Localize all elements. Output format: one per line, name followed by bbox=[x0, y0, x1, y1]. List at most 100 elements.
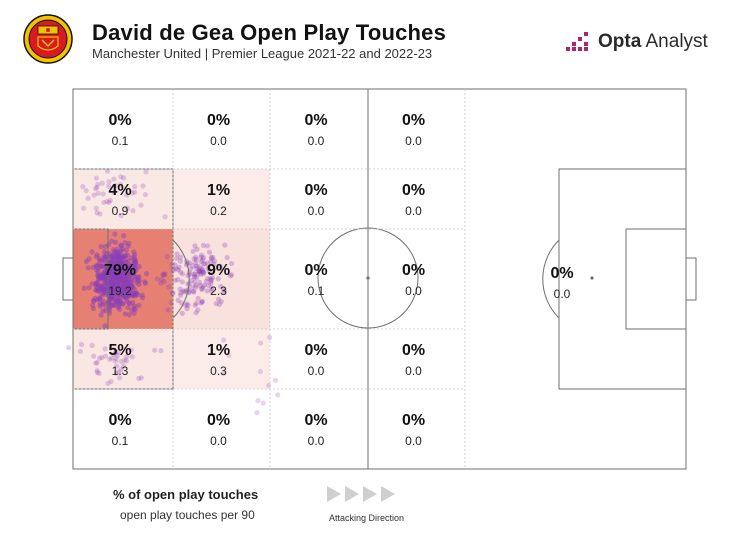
touch-dot bbox=[121, 253, 128, 259]
touch-dot bbox=[112, 296, 118, 302]
touch-dot bbox=[117, 291, 123, 297]
touch-dot bbox=[99, 282, 105, 288]
touch-dot bbox=[187, 272, 193, 278]
touch-dot bbox=[102, 289, 108, 295]
touch-dot bbox=[210, 254, 216, 261]
touch-dot bbox=[109, 281, 116, 287]
touch-dot bbox=[111, 275, 117, 281]
touch-dot bbox=[109, 253, 115, 259]
touch-dot bbox=[93, 283, 100, 289]
touch-dot bbox=[121, 292, 127, 298]
touch-dot bbox=[97, 355, 103, 361]
touch-dot bbox=[201, 269, 207, 275]
touch-dot bbox=[110, 255, 116, 261]
touch-dot bbox=[174, 255, 180, 261]
zone-percent-label: 0% bbox=[304, 412, 327, 429]
touch-dot bbox=[132, 306, 138, 313]
touch-dot bbox=[131, 252, 138, 258]
touch-dot bbox=[125, 283, 131, 289]
touch-dot bbox=[123, 259, 130, 265]
touch-dot bbox=[260, 400, 266, 406]
touch-dot bbox=[129, 292, 136, 299]
touch-dot bbox=[85, 265, 91, 271]
touch-dot bbox=[107, 265, 114, 271]
touch-dot bbox=[115, 349, 121, 355]
touch-dot bbox=[116, 263, 123, 269]
touch-dot bbox=[196, 268, 203, 274]
touch-dot bbox=[96, 288, 102, 295]
touch-dot bbox=[126, 290, 133, 296]
touch-dot bbox=[131, 266, 137, 272]
touch-dot bbox=[113, 287, 120, 293]
touch-dot bbox=[115, 253, 122, 259]
zone-per90-label: 0.2 bbox=[210, 204, 227, 218]
touch-dot bbox=[111, 282, 118, 288]
touch-dot bbox=[111, 281, 117, 288]
touch-dot bbox=[94, 367, 100, 374]
touch-dot bbox=[114, 249, 120, 255]
touch-dot bbox=[130, 208, 136, 214]
touch-dot bbox=[101, 199, 107, 206]
touch-dot bbox=[114, 282, 121, 288]
touch-dot bbox=[110, 279, 116, 285]
touch-dot bbox=[218, 283, 224, 290]
touch-dot bbox=[94, 369, 100, 376]
touch-dot bbox=[198, 254, 204, 260]
touch-dot bbox=[194, 246, 200, 252]
touch-dot bbox=[140, 183, 146, 189]
touch-dot bbox=[184, 301, 190, 307]
zone-per90-label: 0.0 bbox=[308, 204, 325, 218]
touch-dot bbox=[94, 267, 100, 273]
touch-dot bbox=[123, 358, 129, 364]
touch-dot bbox=[130, 284, 136, 291]
touch-dot bbox=[124, 284, 130, 290]
touch-dot bbox=[120, 363, 127, 369]
manchester-united-crest-icon bbox=[23, 14, 73, 64]
attacking-direction-arrows bbox=[327, 486, 395, 502]
touch-dot bbox=[124, 298, 130, 304]
touch-dot bbox=[112, 267, 119, 273]
touch-dot bbox=[119, 280, 125, 286]
touch-dot bbox=[100, 274, 106, 280]
touch-dot bbox=[158, 280, 164, 286]
touch-dot bbox=[103, 253, 109, 260]
touch-dot bbox=[200, 261, 206, 267]
zone-percent-label: 0% bbox=[550, 265, 573, 282]
touch-dot bbox=[129, 190, 135, 196]
touch-dot bbox=[118, 260, 124, 266]
touch-dot bbox=[200, 242, 207, 248]
touch-dot bbox=[111, 268, 117, 274]
zone-per90-label: 0.0 bbox=[308, 134, 325, 148]
touch-dot bbox=[129, 264, 136, 270]
touch-dot bbox=[95, 190, 101, 197]
touch-dot bbox=[89, 281, 95, 287]
touch-dot bbox=[200, 269, 206, 275]
touch-dot bbox=[117, 266, 123, 272]
touch-dot bbox=[127, 288, 133, 294]
zone-percent-label: 0% bbox=[402, 342, 425, 359]
touch-dot bbox=[218, 298, 224, 305]
touch-dot bbox=[113, 269, 119, 275]
touch-dot bbox=[93, 186, 99, 192]
touch-dot bbox=[104, 168, 111, 174]
touch-dot bbox=[126, 273, 133, 279]
touch-dot bbox=[131, 268, 138, 274]
touch-dot bbox=[106, 199, 112, 205]
touch-dot bbox=[97, 211, 103, 217]
touch-dot bbox=[122, 311, 128, 317]
touch-dot bbox=[114, 256, 120, 262]
touch-dot bbox=[98, 286, 105, 292]
touch-dot bbox=[97, 275, 103, 281]
touch-dot bbox=[111, 285, 118, 291]
touch-dot bbox=[175, 267, 181, 273]
touch-dot bbox=[97, 296, 103, 302]
touch-dot bbox=[172, 262, 178, 268]
touch-dot bbox=[104, 278, 111, 284]
touch-dot bbox=[114, 273, 121, 279]
touch-dot bbox=[117, 181, 124, 188]
zone-percent-label: 0% bbox=[304, 262, 327, 279]
touch-dot bbox=[99, 354, 105, 361]
touch-dot bbox=[211, 261, 217, 267]
touch-dot bbox=[199, 267, 205, 273]
touch-dot bbox=[217, 263, 223, 269]
